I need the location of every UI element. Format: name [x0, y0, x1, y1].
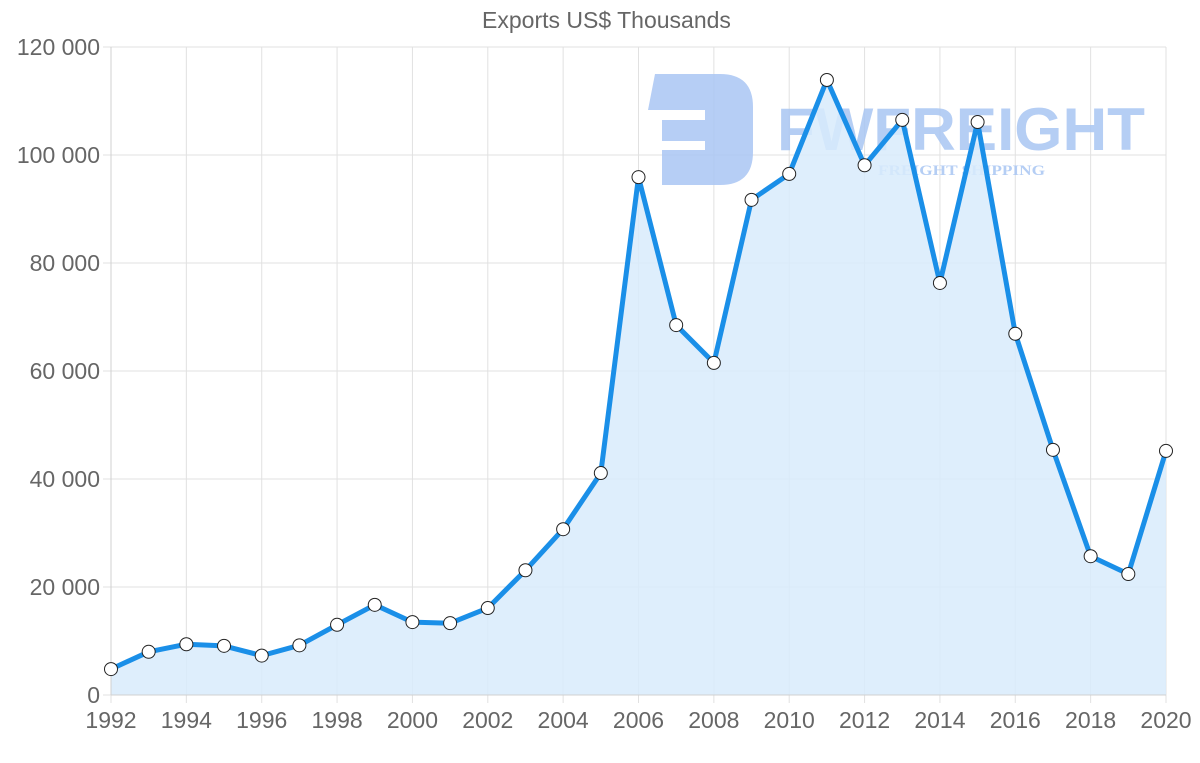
x-tick-label: 2000: [387, 707, 438, 733]
data-point[interactable]: [443, 616, 458, 631]
watermark-tagline: FREIGHT SHIPPING: [878, 163, 1045, 179]
x-axis-labels: 1992 1994 1996 1998 2000 2002 2004 2006 2008 2010…: [85, 707, 1191, 733]
data-point[interactable]: [1159, 443, 1173, 458]
y-axis-labels: 0 20 000 40 000 60 000 80 000 100 000 120 000: [17, 34, 100, 708]
data-point[interactable]: [104, 662, 118, 677]
x-tick-label: 1998: [311, 707, 362, 733]
data-point[interactable]: [970, 115, 985, 130]
y-tick-label: 80 000: [30, 250, 100, 276]
data-point[interactable]: [932, 275, 947, 290]
y-tick-label: 60 000: [30, 358, 100, 384]
x-tick-label: 2020: [1140, 707, 1191, 733]
data-point[interactable]: [895, 112, 910, 127]
y-tick-label: 40 000: [30, 466, 100, 492]
data-point[interactable]: [179, 637, 194, 652]
data-point[interactable]: [1121, 567, 1136, 582]
data-point[interactable]: [857, 158, 872, 173]
x-tick-label: 2012: [839, 707, 890, 733]
x-tick-label: 1994: [161, 707, 212, 733]
data-point[interactable]: [556, 522, 571, 537]
y-tick-label: 120 000: [17, 34, 100, 60]
x-tick-label: 1992: [85, 707, 136, 733]
data-point[interactable]: [706, 355, 721, 370]
logo-mark-icon: [648, 74, 753, 185]
data-point[interactable]: [1008, 326, 1023, 341]
data-point[interactable]: [631, 170, 646, 185]
data-point[interactable]: [292, 638, 307, 653]
data-point[interactable]: [405, 615, 420, 630]
area-fill: [111, 79, 1166, 695]
data-point[interactable]: [480, 601, 495, 616]
x-tick-label: 2004: [538, 707, 589, 733]
data-points: [104, 72, 1173, 677]
x-tick-label: 2016: [990, 707, 1041, 733]
x-tick-label: 2008: [688, 707, 739, 733]
data-point[interactable]: [593, 466, 608, 481]
data-point[interactable]: [217, 638, 232, 653]
y-tick-label: 0: [87, 682, 100, 708]
x-tick-label: 2006: [613, 707, 664, 733]
data-point[interactable]: [254, 648, 269, 663]
data-point[interactable]: [330, 617, 345, 632]
x-tick-label: 2010: [764, 707, 815, 733]
x-tick-label: 2018: [1065, 707, 1116, 733]
data-point[interactable]: [367, 597, 382, 612]
data-point[interactable]: [744, 192, 759, 207]
data-point[interactable]: [518, 563, 533, 578]
data-point[interactable]: [669, 318, 684, 333]
data-point[interactable]: [819, 72, 834, 87]
data-point[interactable]: [1083, 549, 1098, 564]
x-tick-label: 2014: [914, 707, 965, 733]
y-tick-label: 20 000: [30, 574, 100, 600]
x-tick-label: 2002: [462, 707, 513, 733]
axes: [110, 47, 1166, 696]
x-tick-label: 1996: [236, 707, 287, 733]
data-point[interactable]: [1045, 442, 1060, 457]
y-tick-label: 100 000: [17, 142, 100, 168]
chart-title: Exports US$ Thousands: [482, 7, 731, 33]
data-point[interactable]: [782, 166, 797, 181]
data-point[interactable]: [141, 644, 156, 659]
